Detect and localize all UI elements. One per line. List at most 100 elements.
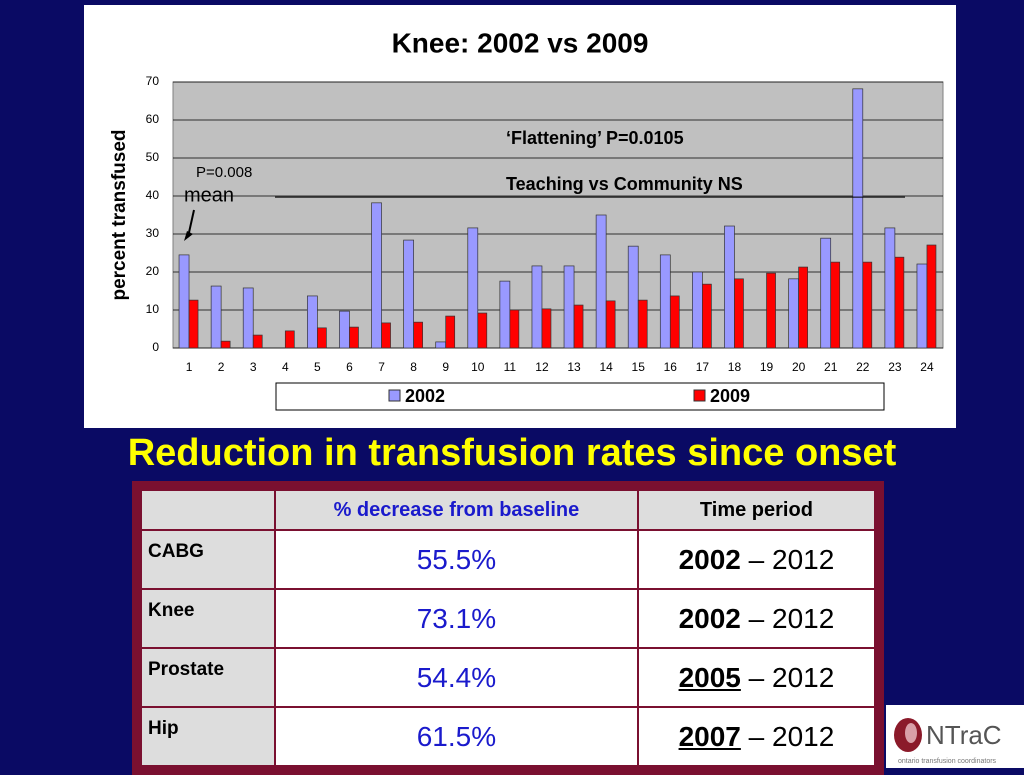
p-value: P=0.008 [196,164,252,181]
start-year: 2002 [678,602,741,634]
x-tick-label: 8 [410,360,417,374]
logo-name: NTraC [926,720,1002,750]
bar [242,287,254,349]
bar [467,227,479,349]
x-tick-label: 18 [728,360,742,374]
bar [894,256,905,349]
bar [220,340,231,349]
bar [317,327,327,349]
x-tick-label: 22 [856,360,870,374]
x-tick-label: 7 [378,360,385,374]
bar [178,254,190,349]
bar [669,295,680,349]
bar [573,304,584,349]
start-year: 2002 [678,543,741,575]
period-cell: 2002 – 2012 [636,529,877,590]
bar [477,312,488,349]
x-tick-label: 4 [282,360,289,374]
legend-label: 2002 [405,386,445,406]
row-label: Hip [140,706,276,767]
row-label: Knee [140,588,276,649]
period-rest: – 2012 [748,661,835,693]
bar [830,261,841,349]
y-tick-label: 0 [152,340,159,354]
period-cell: 2005 – 2012 [636,647,877,708]
bar [788,278,799,349]
bar [766,272,776,349]
x-tick-label: 3 [250,360,257,374]
x-tick-label: 17 [696,360,710,374]
table-row: Knee 73.1% 2002 – 2012 [140,588,877,649]
bar [435,341,447,349]
chart-title: Knee: 2002 vs 2009 [392,27,649,58]
x-tick-label: 5 [314,360,321,374]
x-tick-label: 11 [504,360,517,374]
bar [637,299,648,349]
annotation: ‘Flattening’ P=0.0105 [506,128,684,148]
plot-area [172,81,944,349]
x-tick-label: 13 [567,360,581,374]
period-cell: 2007 – 2012 [636,706,877,767]
table-frame: % decrease from baseline Time period CAB… [132,481,884,775]
y-tick-label: 20 [146,264,160,278]
table-row: CABG 55.5% 2002 – 2012 [140,529,877,590]
bar [862,261,873,349]
annotation: Teaching vs Community NS [506,174,743,194]
period-cell: 2002 – 2012 [636,588,877,649]
bar [381,322,391,349]
bar [659,254,671,349]
bar [252,334,263,349]
row-label: Prostate [140,647,276,708]
bar [595,214,607,349]
arrow-head [184,231,193,241]
decrease-cell: 55.5% [274,529,639,590]
heading: Reduction in transfusion rates since ons… [127,432,897,474]
bar [884,227,896,349]
y-axis-label: percent transfused [109,129,130,300]
bar [627,245,639,349]
x-tick-label: 10 [471,360,485,374]
bar [210,285,222,349]
bar [403,239,414,349]
start-year: 2005 [678,661,741,693]
bar [371,202,382,349]
x-tick-label: 19 [760,360,774,374]
bar [499,280,511,349]
table-row: Hip 61.5% 2007 – 2012 [140,706,877,767]
y-tick-label: 50 [146,150,160,164]
legend-swatch [388,389,401,402]
bar [916,263,928,349]
period-rest: – 2012 [748,602,835,634]
logo: NTraC ontario transfusion coordinators [886,705,1024,768]
bar [541,308,552,349]
mean-label: mean [184,184,234,206]
logo-mark [905,723,917,743]
logo-tagline: ontario transfusion coordinators [898,758,997,765]
x-tick-label: 20 [792,360,806,374]
bar [724,225,735,349]
bar [852,88,864,349]
bar [284,330,295,349]
x-tick-label: 14 [599,360,613,374]
x-tick-label: 1 [186,360,193,374]
x-tick-label: 23 [888,360,902,374]
header-cell: Time period [636,489,877,531]
bar [307,295,318,349]
bar [563,265,575,349]
x-tick-label: 12 [535,360,549,374]
bar [413,321,423,349]
row-label: CABG [140,529,276,590]
period-rest: – 2012 [748,543,835,575]
logo-graphic: NTraC ontario transfusion coordinators [894,718,1002,765]
bar [820,237,832,349]
x-tick-label: 24 [920,360,934,374]
decrease-cell: 73.1% [274,588,639,649]
bar [339,310,350,349]
start-year: 2007 [678,720,741,752]
y-tick-label: 70 [146,74,160,88]
header-cell: % decrease from baseline [274,489,639,531]
y-tick-label: 60 [146,112,160,126]
legend-box [275,382,885,411]
bar [702,283,712,349]
bar [188,299,199,349]
